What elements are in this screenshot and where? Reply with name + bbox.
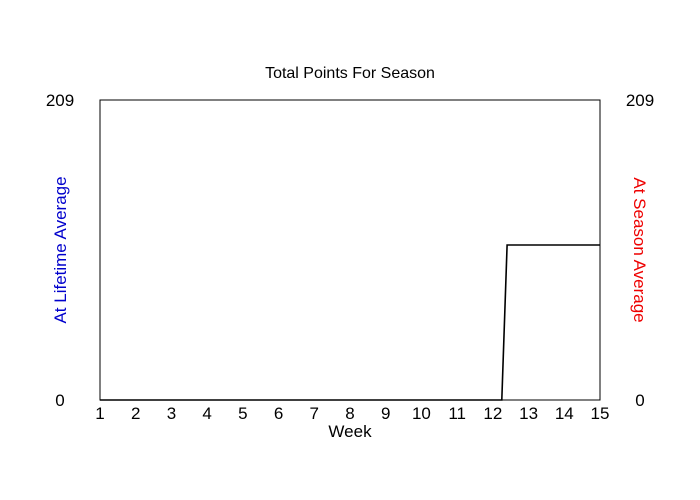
x-tick-label: 12 xyxy=(483,404,502,423)
x-tick-label: 10 xyxy=(412,404,431,423)
chart-title: Total Points For Season xyxy=(265,65,435,82)
x-tick-label: 3 xyxy=(167,404,176,423)
x-axis-ticks: 1 2 3 4 5 6 7 8 9 10 11 12 13 14 15 xyxy=(95,404,609,423)
left-y-tick-label: 0 xyxy=(55,391,64,410)
right-y-ticks: 0 209 xyxy=(626,91,654,410)
left-y-tick-label: 209 xyxy=(46,91,74,110)
x-tick-label: 13 xyxy=(519,404,538,423)
x-tick-label: 1 xyxy=(95,404,104,423)
left-y-axis-label: At Lifetime Average xyxy=(51,176,70,323)
right-y-tick-label: 0 xyxy=(635,391,644,410)
x-tick-label: 4 xyxy=(202,404,211,423)
plot-area xyxy=(99,99,601,401)
right-y-tick-label: 209 xyxy=(626,91,654,110)
x-tick-label: 15 xyxy=(591,404,610,423)
x-tick-label: 5 xyxy=(238,404,247,423)
series-line xyxy=(100,244,600,401)
x-tick-label: 11 xyxy=(448,404,466,423)
x-tick-label: 2 xyxy=(131,404,140,423)
x-tick-label: 9 xyxy=(381,404,390,423)
x-tick-label: 7 xyxy=(310,404,319,423)
x-axis-label: Week xyxy=(328,422,372,441)
x-tick-label: 8 xyxy=(345,404,354,423)
series-layer xyxy=(100,244,600,401)
x-tick-label: 14 xyxy=(555,404,574,423)
left-y-ticks: 0 209 xyxy=(46,91,74,410)
x-tick-label: 6 xyxy=(274,404,283,423)
right-y-axis-label: At Season Average xyxy=(630,177,649,322)
